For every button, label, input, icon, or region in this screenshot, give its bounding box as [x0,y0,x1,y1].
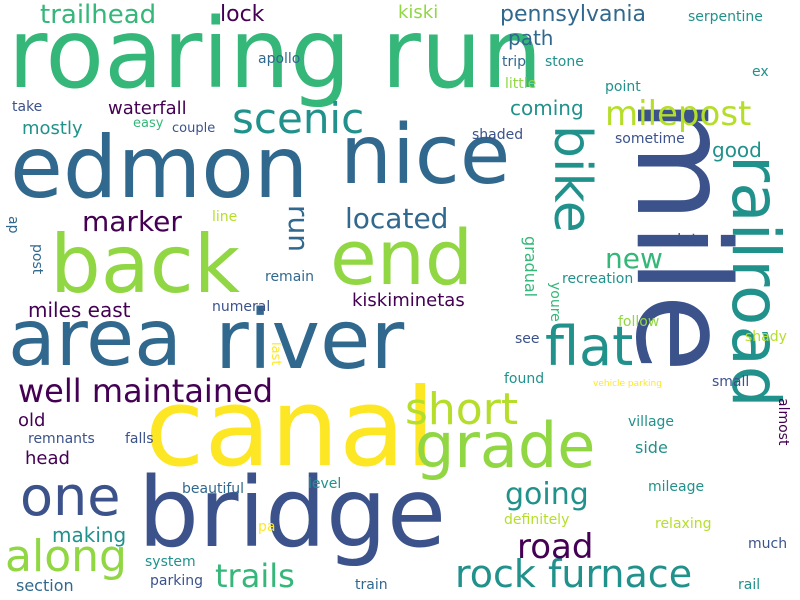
word-trailhead: trailhead [40,0,157,30]
word-good: good [712,138,762,162]
word-train: train [355,577,388,593]
word-back: back [50,218,241,311]
word-section: section [16,576,74,595]
word-ap: ap [5,216,21,234]
word-short: short [405,384,519,435]
word-trails: trails [215,557,295,595]
word-level: level [308,476,342,492]
word-kiski: kiski [398,2,439,23]
word-system: system [145,554,196,570]
word-vehicle-parking: vehicle parking [593,379,662,389]
word-shady: shady [745,329,787,345]
word-edmon: edmon [10,118,309,218]
word-village: village [628,414,675,430]
word-parking: parking [150,573,203,589]
word-run: run [282,205,315,253]
word-lot: lot [677,230,698,249]
word-canal: canal [145,366,436,491]
word-remnants: remnants [28,431,95,447]
word-kiskiminetas: kiskiminetas [352,290,465,311]
word-area: area [8,294,182,384]
word-nice: nice [340,108,511,203]
word-bridge: bridge [138,457,447,569]
word-along: along [5,531,127,582]
word-little: little [505,76,537,92]
word-much: much [748,536,788,552]
word-path: path [508,26,554,50]
word-couple: couple [172,121,216,136]
word-small: small [712,374,750,390]
word-remain: remain [265,269,315,285]
word-almost: almost [775,398,791,446]
word-take: take [12,99,43,115]
word-bike: bike [542,125,602,233]
word-one: one [20,465,121,528]
word-rail: rail [738,577,761,593]
word-beautiful: beautiful [182,481,245,497]
word-see: see [515,331,540,347]
word-head: head [25,448,70,469]
word-trip: trip [502,54,527,70]
word-sometime: sometime [615,131,685,147]
word-located: located [345,202,449,235]
word-relaxing: relaxing [655,516,712,532]
word-rock-furnace: rock furnace [455,552,693,596]
word-point: point [605,79,641,95]
word-going: going [505,477,589,512]
word-post: post [29,244,45,275]
word-shaded: shaded [472,127,524,143]
word-roaring-run: roaring run [8,0,543,110]
word-flat: flat [545,315,634,378]
word-river: river [215,293,405,388]
word-side: side [635,438,668,457]
word-numeral: numeral [212,299,271,315]
word-falls: falls [125,431,154,447]
word-line: line [212,209,238,225]
word-pa: pa [258,519,276,535]
word-definitely: definitely [504,512,570,528]
word-follow: follow [618,314,660,330]
word-grade: grade [415,409,596,482]
word-apollo: apollo [258,51,301,67]
word-youre: youre [547,282,563,322]
word-railroad: railroad [717,155,794,408]
word-found: found [504,371,545,387]
word-marker: marker [82,205,182,238]
word-serpentine: serpentine [688,9,763,25]
word-recreation: recreation [562,271,634,287]
word-milepost: milepost [605,94,752,134]
word-end: end [330,213,474,302]
word-waterfall: waterfall [108,98,187,119]
word-miles-east: miles east [28,298,131,322]
word-coming: coming [510,96,584,120]
word-lock: lock [220,2,265,27]
word-gradual: gradual [521,236,540,298]
word-well-maintained: well maintained [18,372,274,410]
word-old: old [18,410,46,431]
word-last: last [268,342,283,366]
word-mostly: mostly [22,118,83,139]
word-mileage: mileage [648,479,705,495]
word-pennsylvania: pennsylvania [500,2,647,27]
word-new: new [605,242,663,275]
word-easy: easy [133,116,164,131]
word-stone: stone [545,54,584,70]
word-road: road [517,527,594,567]
word-making: making [52,523,127,547]
word-ex: ex [752,64,769,80]
word-scenic: scenic [232,94,365,143]
